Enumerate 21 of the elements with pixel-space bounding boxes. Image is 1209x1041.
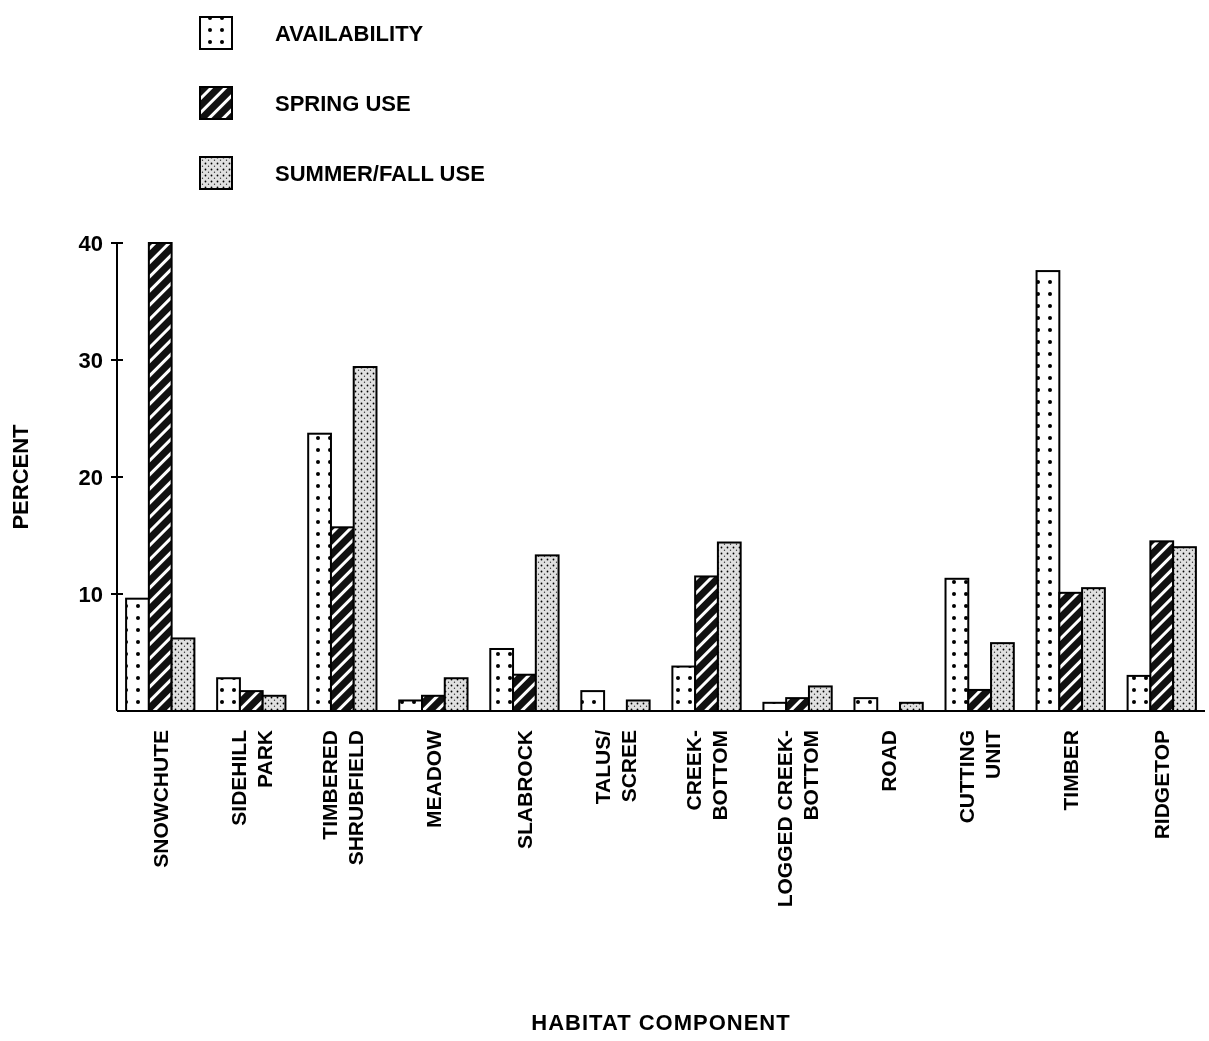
x-tick-label: RIDGETOP: [1150, 730, 1174, 840]
x-axis-title: HABITAT COMPONENT: [531, 1010, 791, 1035]
legend-label: SPRING USE: [275, 90, 411, 116]
y-tick-label: 10: [78, 581, 103, 607]
x-tick-label: SIDEHILL PARK: [226, 729, 276, 826]
x-tick-label: ROAD: [876, 730, 900, 792]
x-tick-label: LOGGED CREEK- BOTTOM: [772, 730, 822, 908]
x-tick-label: TIMBERED SHRUBFIELD: [317, 730, 367, 866]
y-tick-label: 40: [78, 230, 103, 256]
x-tick-label: CUTTING UNIT: [955, 729, 1005, 824]
x-tick-label: TALUS/ SCREE: [590, 729, 640, 805]
legend-label: AVAILABILITY: [275, 20, 424, 46]
x-tick-label: CREEK- BOTTOM: [681, 730, 731, 821]
y-tick-label: 30: [78, 347, 103, 373]
y-tick-label: 20: [78, 464, 103, 490]
x-tick-label: MEADOW: [421, 729, 445, 828]
legend-label: SUMMER/FALL USE: [275, 160, 485, 186]
y-axis-title: PERCENT: [8, 423, 33, 530]
x-tick-label: SLABROCK: [512, 730, 536, 849]
x-tick-label: TIMBER: [1059, 730, 1083, 811]
x-tick-label: SNOWCHUTE: [148, 730, 172, 868]
